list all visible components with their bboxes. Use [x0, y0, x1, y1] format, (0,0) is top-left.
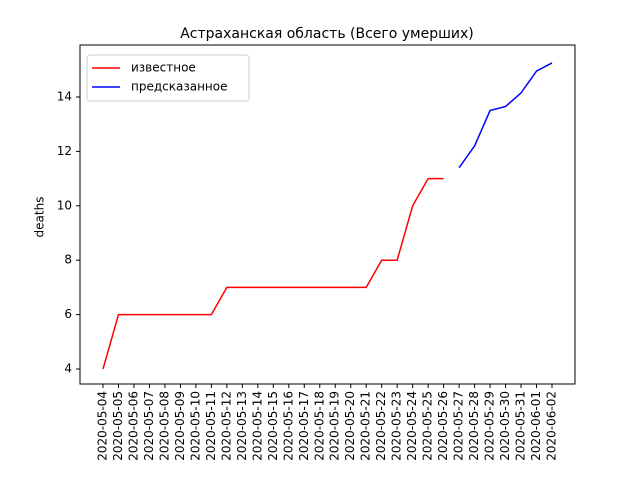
x-tick-label: 2020-05-30 — [498, 391, 512, 461]
x-tick-label: 2020-06-01 — [529, 391, 543, 461]
x-tick-label: 2020-05-17 — [297, 391, 311, 461]
x-tick-label: 2020-05-08 — [157, 391, 171, 461]
x-tick-label: 2020-05-05 — [111, 391, 125, 461]
x-tick-label: 2020-06-02 — [545, 391, 559, 461]
x-tick-label: 2020-05-21 — [359, 391, 373, 461]
y-tick-label: 8 — [64, 253, 72, 267]
x-tick-label: 2020-05-12 — [219, 391, 233, 461]
x-tick-label: 2020-05-29 — [483, 391, 497, 461]
x-tick-label: 2020-05-27 — [452, 391, 466, 461]
x-tick-label: 2020-05-04 — [96, 391, 110, 461]
chart-title: Астраханская область (Всего умерших) — [180, 26, 474, 42]
x-tick-label: 2020-05-24 — [405, 391, 419, 461]
x-tick-label: 2020-05-16 — [281, 391, 295, 461]
y-tick-label: 6 — [64, 307, 72, 321]
x-tick-label: 2020-05-25 — [421, 391, 435, 461]
x-tick-label: 2020-05-07 — [142, 391, 156, 461]
series-line — [102, 177, 444, 370]
x-tick-label: 2020-05-09 — [173, 391, 187, 461]
y-tick-label: 12 — [57, 144, 72, 158]
x-tick-label: 2020-05-19 — [328, 391, 342, 461]
x-tick-label: 2020-05-23 — [390, 391, 404, 461]
x-tick-label: 2020-05-10 — [188, 391, 202, 461]
series-line — [458, 62, 553, 169]
x-tick-label: 2020-05-20 — [343, 391, 357, 461]
x-tick-label: 2020-05-15 — [266, 391, 280, 461]
x-tick-label: 2020-05-06 — [126, 391, 140, 461]
y-axis-label: deaths — [33, 197, 47, 238]
y-tick-label: 10 — [57, 198, 72, 212]
x-tick-label: 2020-05-31 — [514, 391, 528, 461]
x-tick-label: 2020-05-26 — [436, 391, 450, 461]
plot-frame — [79, 44, 576, 385]
legend-label: известное — [131, 61, 196, 75]
y-tick-label: 4 — [64, 362, 72, 376]
x-tick-label: 2020-05-22 — [374, 391, 388, 461]
x-tick-label: 2020-05-14 — [250, 391, 264, 461]
x-tick-label: 2020-05-28 — [467, 391, 481, 461]
x-tick-label: 2020-05-11 — [204, 391, 218, 461]
y-tick-label: 14 — [57, 89, 72, 103]
x-tick-label: 2020-05-18 — [312, 391, 326, 461]
legend-label: предсказанное — [131, 80, 228, 94]
x-tick-label: 2020-05-13 — [235, 391, 249, 461]
legend-box — [86, 54, 250, 102]
